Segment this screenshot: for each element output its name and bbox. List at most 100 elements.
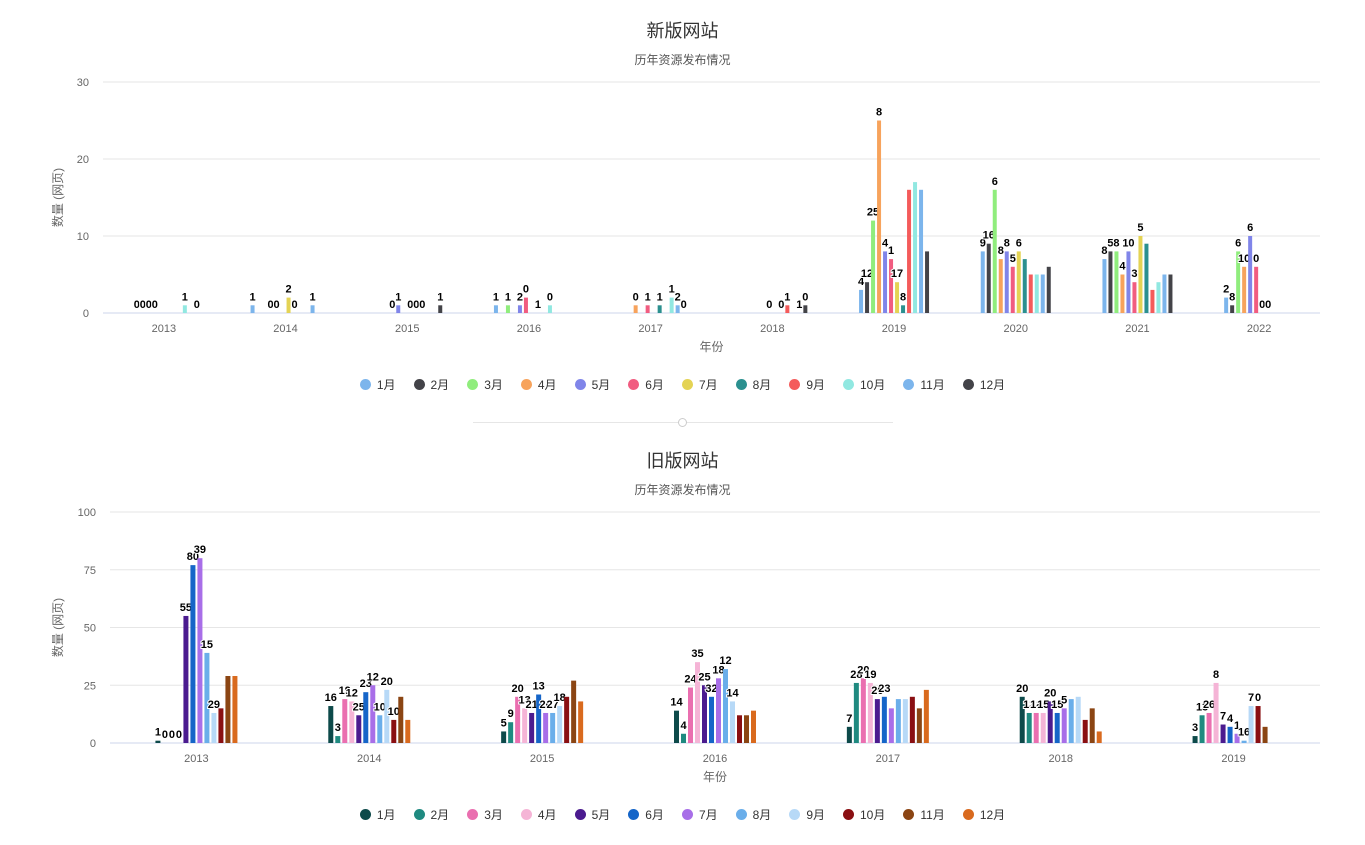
- bar[interactable]: [1213, 682, 1219, 743]
- bar[interactable]: [1162, 274, 1167, 314]
- bar[interactable]: [853, 682, 859, 743]
- bar[interactable]: [1026, 712, 1032, 743]
- bar[interactable]: [493, 305, 498, 313]
- bar[interactable]: [1028, 274, 1033, 314]
- bar[interactable]: [888, 708, 894, 743]
- bar[interactable]: [1061, 708, 1067, 743]
- bar[interactable]: [744, 715, 749, 743]
- legend-item[interactable]: 10月: [843, 376, 885, 393]
- bar[interactable]: [1089, 708, 1095, 743]
- bar[interactable]: [505, 305, 510, 313]
- bar[interactable]: [645, 305, 650, 313]
- bar[interactable]: [571, 680, 577, 743]
- bar[interactable]: [1126, 251, 1131, 313]
- legend-item[interactable]: 8月: [735, 806, 771, 823]
- bar[interactable]: [881, 696, 887, 743]
- bar[interactable]: [363, 692, 369, 743]
- bar[interactable]: [874, 699, 880, 743]
- bar[interactable]: [877, 120, 882, 314]
- legend-item[interactable]: 3月: [467, 376, 503, 393]
- bar[interactable]: [564, 696, 570, 743]
- legend-item[interactable]: 11月: [903, 806, 945, 823]
- bar[interactable]: [1234, 733, 1240, 743]
- legend-item[interactable]: 9月: [789, 806, 825, 823]
- bar[interactable]: [1144, 243, 1149, 313]
- bar[interactable]: [1047, 701, 1053, 743]
- bar[interactable]: [1034, 274, 1039, 314]
- bar[interactable]: [190, 565, 196, 743]
- legend-item[interactable]: 6月: [628, 376, 664, 393]
- bar[interactable]: [250, 305, 255, 313]
- bar[interactable]: [543, 712, 549, 743]
- bar[interactable]: [883, 251, 888, 313]
- legend-item[interactable]: 1月: [359, 376, 396, 393]
- bar[interactable]: [335, 736, 341, 743]
- bar[interactable]: [310, 305, 315, 313]
- bar[interactable]: [907, 189, 912, 313]
- bar[interactable]: [204, 652, 210, 743]
- legend-item[interactable]: 2月: [413, 806, 449, 823]
- bar[interactable]: [675, 305, 680, 313]
- bar[interactable]: [1114, 251, 1119, 313]
- bar[interactable]: [657, 305, 662, 313]
- legend-item[interactable]: 4月: [520, 376, 557, 393]
- bar[interactable]: [919, 189, 924, 313]
- bar[interactable]: [709, 696, 714, 743]
- bar[interactable]: [377, 715, 383, 743]
- bar[interactable]: [1040, 274, 1045, 314]
- bar[interactable]: [1262, 726, 1268, 743]
- bar[interactable]: [501, 731, 507, 743]
- bar[interactable]: [986, 243, 991, 313]
- bar[interactable]: [1054, 712, 1060, 743]
- legend-item[interactable]: 7月: [681, 806, 718, 823]
- bar[interactable]: [523, 297, 528, 313]
- legend-item[interactable]: 11月: [903, 376, 945, 393]
- legend-item[interactable]: 10月: [843, 806, 885, 823]
- bar[interactable]: [1068, 699, 1074, 743]
- bar[interactable]: [1192, 736, 1198, 743]
- bar[interactable]: [1254, 266, 1259, 313]
- bar[interactable]: [547, 305, 552, 313]
- bar[interactable]: [1132, 282, 1137, 313]
- bar[interactable]: [342, 699, 348, 743]
- bar[interactable]: [1227, 726, 1233, 743]
- legend-item[interactable]: 7月: [681, 376, 718, 393]
- bar[interactable]: [1156, 282, 1161, 313]
- legend-item[interactable]: 9月: [789, 376, 825, 393]
- bar[interactable]: [980, 251, 985, 313]
- bar[interactable]: [405, 719, 411, 743]
- bar[interactable]: [1230, 305, 1235, 313]
- bar[interactable]: [1120, 274, 1125, 314]
- bar[interactable]: [182, 305, 187, 313]
- bar[interactable]: [508, 722, 514, 743]
- bar[interactable]: [370, 685, 376, 743]
- bar[interactable]: [328, 706, 334, 743]
- bar[interactable]: [1220, 724, 1226, 743]
- legend-item[interactable]: 1月: [359, 806, 396, 823]
- bar[interactable]: [737, 715, 742, 743]
- divider-handle[interactable]: [678, 418, 687, 427]
- bar[interactable]: [183, 615, 189, 743]
- bar[interactable]: [1255, 706, 1261, 743]
- bar[interactable]: [846, 726, 852, 743]
- bar[interactable]: [1040, 712, 1046, 743]
- bar[interactable]: [723, 669, 728, 743]
- bar[interactable]: [923, 689, 929, 743]
- bar[interactable]: [396, 305, 401, 313]
- bar[interactable]: [515, 696, 521, 743]
- bar[interactable]: [218, 708, 224, 743]
- bar[interactable]: [1248, 706, 1254, 743]
- bar[interactable]: [867, 682, 873, 743]
- bar[interactable]: [1016, 251, 1021, 313]
- bar[interactable]: [1248, 236, 1253, 313]
- bar[interactable]: [384, 689, 390, 743]
- bar[interactable]: [803, 305, 808, 313]
- legend-item[interactable]: 2月: [413, 376, 449, 393]
- legend-item[interactable]: 12月: [962, 376, 1005, 393]
- bar[interactable]: [998, 259, 1003, 313]
- bar[interactable]: [536, 694, 542, 743]
- bar[interactable]: [286, 297, 291, 313]
- bar[interactable]: [225, 676, 231, 743]
- bar[interactable]: [695, 662, 700, 743]
- bar[interactable]: [349, 701, 355, 743]
